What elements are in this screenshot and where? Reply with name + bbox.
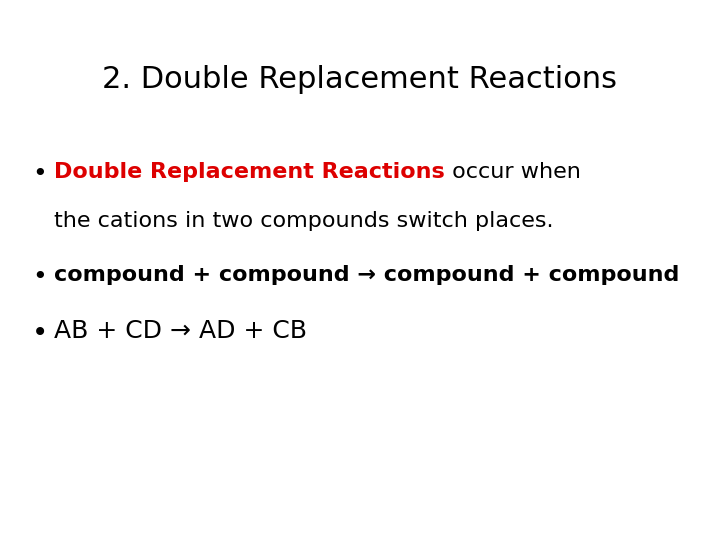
Text: 2. Double Replacement Reactions: 2. Double Replacement Reactions [102,65,618,94]
Text: •: • [32,162,47,186]
Text: AB + CD → AD + CB: AB + CD → AD + CB [54,319,307,342]
Text: compound + compound → compound + compound: compound + compound → compound + compoun… [54,265,680,285]
Text: the cations in two compounds switch places.: the cations in two compounds switch plac… [54,211,554,231]
Text: Double Replacement Reactions: Double Replacement Reactions [54,162,445,182]
Text: •: • [32,265,47,288]
Text: •: • [32,319,48,347]
Text: occur when: occur when [445,162,580,182]
